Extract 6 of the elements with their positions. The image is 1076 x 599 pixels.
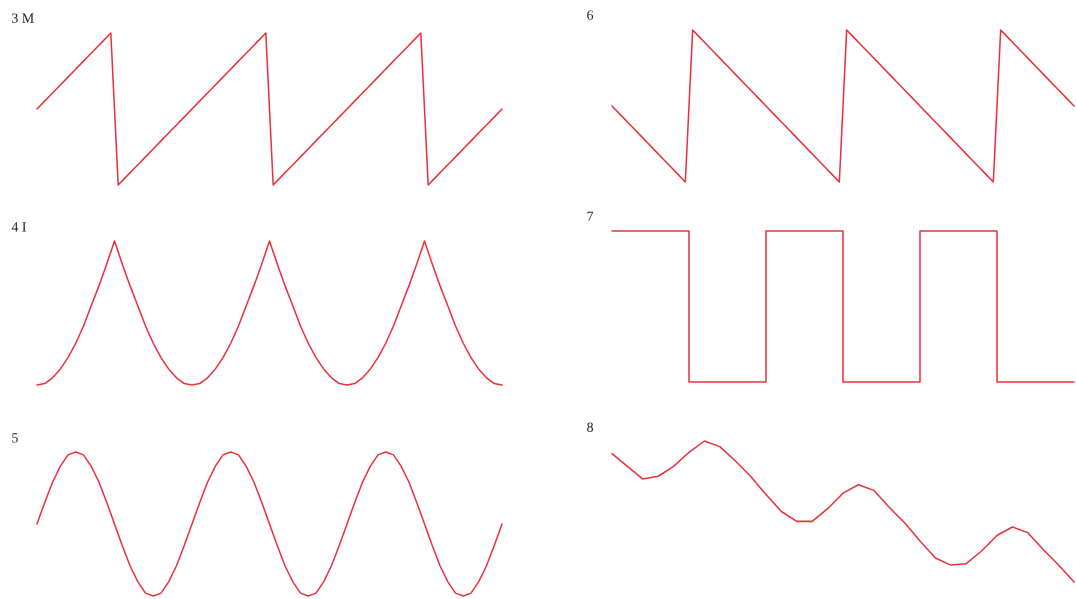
chart-title: 5 [12,433,18,443]
chart-title: 3 M [12,13,34,23]
chart-title: 6 [587,10,594,20]
chart-title: 8 [587,422,593,432]
chart-title: 7 [587,211,594,221]
chart-title: 4 I [11,222,26,232]
